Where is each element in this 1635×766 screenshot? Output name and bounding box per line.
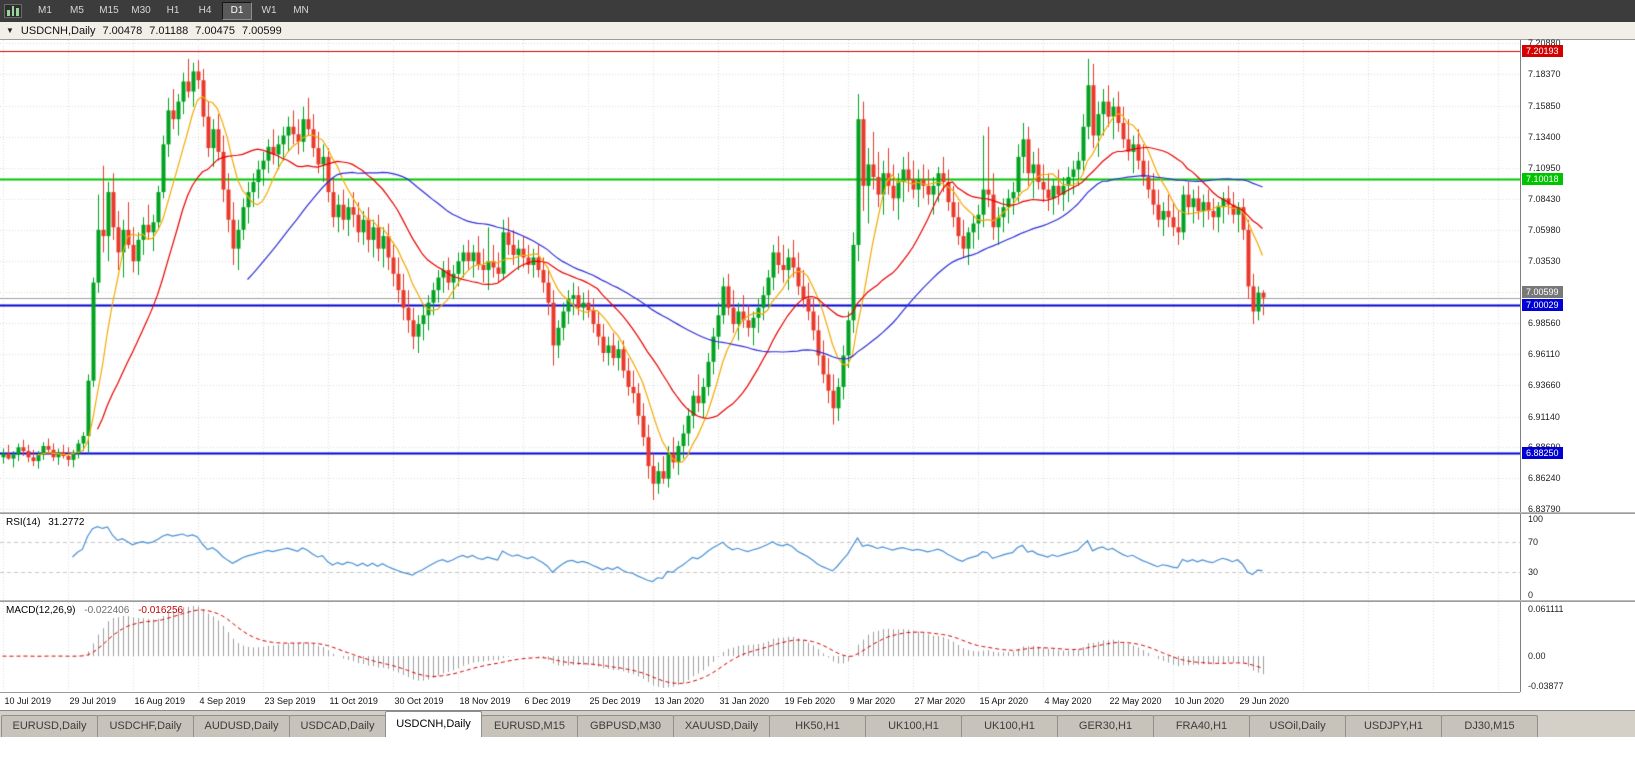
rsi-axis-label: 30 [1528,567,1539,578]
chart-tab-ger30-h1[interactable]: GER30,H1 [1057,715,1154,737]
time-axis-label: 25 Dec 2019 [589,696,641,706]
chart-tab-dj30-m15[interactable]: DJ30,M15 [1441,715,1538,737]
price-axis-label: 7.10950 [1528,162,1561,173]
price-line-tag: 7.00029 [1522,298,1563,311]
time-axis-label: 13 Jan 2020 [654,696,705,706]
macd-value: -0.022406 [84,605,130,616]
price-axis[interactable]: 7.20880 7.18370 7.15850 7.13400 7.10950 7.084… [1520,37,1635,514]
time-axis-label: 11 Oct 2019 [329,696,378,706]
macd-axis: 0.061111 0.00 -0.03877 [1520,602,1635,692]
time-axis-label: 10 Jul 2019 [4,696,52,706]
rsi-axis: 100 70 30 0 [1520,514,1635,600]
timeframe-toolbar: M1 M5 M15 M30 H1 H4 D1 W1 MN [0,0,1635,22]
chart-tab-usdjpy-h1[interactable]: USDJPY,H1 [1345,715,1442,737]
rsi-axis-label: 70 [1528,536,1539,547]
chart-tab-hk50-h1[interactable]: HK50,H1 [769,715,866,737]
time-axis-label: 30 Oct 2019 [394,696,444,706]
chart-tab-uk100-h1[interactable]: UK100,H1 [865,715,962,737]
chart-tab-usdcad-daily[interactable]: USDCAD,Daily [289,715,386,737]
chart-dropdown-icon[interactable]: ▼ [6,26,14,35]
rsi-label: RSI(14) 31.2772 [6,517,84,528]
time-axis-label: 22 May 2020 [1109,696,1162,706]
price-axis-label: 7.15850 [1528,100,1561,111]
timeframe-button-h1[interactable]: H1 [166,5,180,16]
time-axis-label: 16 Aug 2019 [134,696,186,706]
macd-signal-value: -0.016256 [138,605,184,616]
price-axis-label: 7.20880 [1528,37,1561,48]
chart-title: USDCNH,Daily [20,24,96,37]
price-line-tag: 7.20193 [1522,45,1563,58]
timeframe-button-d1[interactable]: D1 [222,2,252,20]
chart-tab-uk100-h1[interactable]: UK100,H1 [961,715,1058,737]
chart-tab-gbpusd-m30[interactable]: GBPUSD,M30 [577,715,674,737]
time-axis-label: 29 Jul 2019 [69,696,117,706]
time-axis-label: 27 Mar 2020 [914,696,966,706]
chart-tab-audusd-daily[interactable]: AUDUSD,Daily [193,715,290,737]
timeframe-button-w1[interactable]: W1 [261,5,277,16]
timeframe-button-m5[interactable]: M5 [70,5,84,16]
price-axis-label: 7.03530 [1528,255,1561,266]
rsi-axis-label: 100 [1528,514,1544,524]
chart-open-value: 7.00478 [102,24,143,37]
timeframe-toolbar-buttons: M1 M5 M15 M30 H1 H4 D1 W1 MN [30,2,316,20]
time-axis-label: 29 Jun 2020 [1239,696,1290,706]
bottom-filler [0,737,1635,766]
rsi-axis-label: 0 [1528,590,1534,600]
rsi-name: RSI(14) [6,517,41,528]
time-axis-label: 19 Feb 2020 [784,696,836,706]
chart-tab-eurusd-daily[interactable]: EURUSD,Daily [1,715,98,737]
time-axis-label: 10 Jun 2020 [1174,696,1225,706]
price-line-tag: 7.10018 [1522,173,1563,186]
price-axis-label: 6.83790 [1528,503,1561,514]
chart-tab-usdchf-daily[interactable]: USDCHF,Daily [97,715,194,737]
candlestick-chart-canvas[interactable] [0,40,1520,512]
chart-tab-xauusd-daily[interactable]: XAUUSD,Daily [673,715,770,737]
price-axis-label: 7.13400 [1528,131,1561,142]
rsi-value: 31.2772 [48,517,85,528]
timeframe-button-m30[interactable]: M30 [131,5,151,16]
chart-tab-bar: EURUSD,Daily USDCHF,Daily AUDUSD,Daily USDC… [0,710,1635,737]
price-axis-label: 7.05980 [1528,225,1561,236]
pane-separator-rsi[interactable] [0,512,1635,514]
macd-axis-label: 0.00 [1528,651,1546,662]
time-axis[interactable]: 10 Jul 2019 29 Jul 2019 16 Aug 2019 4 Sep 2… [0,692,1520,710]
time-axis-label: 15 Apr 2020 [979,696,1029,706]
price-line-tag: 6.88250 [1522,446,1563,459]
price-axis-label: 6.93660 [1528,379,1561,390]
chart-high-value: 7.01188 [149,24,189,37]
price-axis-label: 7.08430 [1528,194,1561,205]
time-axis-label: 9 Mar 2020 [849,696,896,706]
chart-title-bar: ▼ USDCNH,Daily 7.00478 7.01188 7.00475 7… [0,22,1635,40]
price-axis-label: 6.86240 [1528,473,1561,484]
chart-tab-eurusd-m15[interactable]: EURUSD,M15 [481,715,578,737]
pane-separator-macd[interactable] [0,600,1635,602]
price-axis-label: 6.91140 [1528,411,1560,422]
chart-close-value: 7.00599 [241,24,282,37]
macd-indicator-canvas[interactable] [0,602,1520,692]
timeframe-button-m15[interactable]: M15 [99,5,119,16]
macd-axis-label: -0.03877 [1528,681,1564,691]
time-axis-label: 6 Dec 2019 [524,696,571,706]
price-axis-label: 6.96110 [1528,349,1560,360]
time-axis-label: 4 May 2020 [1044,696,1092,706]
rsi-indicator-canvas[interactable] [0,514,1520,600]
timeframe-button-m1[interactable]: M1 [38,5,52,16]
price-axis-label: 6.98560 [1528,318,1561,329]
chart-icon[interactable] [4,4,22,18]
price-axis-label: 7.18370 [1528,69,1561,80]
macd-axis-label: 0.061111 [1528,604,1564,614]
timeframe-button-mn[interactable]: MN [293,5,309,16]
time-axis-label: 18 Nov 2019 [459,696,511,706]
time-axis-label: 31 Jan 2020 [719,696,770,706]
time-axis-label: 4 Sep 2019 [199,696,246,706]
macd-label: MACD(12,26,9) -0.022406 -0.016256 [6,605,183,616]
chart-low-value: 7.00475 [195,24,235,37]
chart-tab-fra40-h1[interactable]: FRA40,H1 [1153,715,1250,737]
timeframe-button-h4[interactable]: H4 [198,5,212,16]
chart-tab-usdcnh-daily[interactable]: USDCNH,Daily [385,711,482,737]
chart-tab-usoil-daily[interactable]: USOil,Daily [1249,715,1346,737]
bid-price-tag: 7.00599 [1522,285,1563,298]
macd-name: MACD(12,26,9) [6,605,76,616]
time-axis-label: 23 Sep 2019 [264,696,316,706]
